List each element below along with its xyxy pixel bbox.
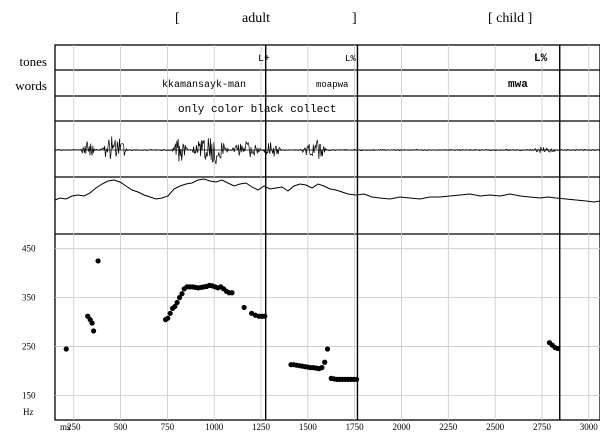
intensity-contour xyxy=(54,178,600,203)
word-label-moapwa: moapwa xyxy=(316,80,349,90)
x-tick-label: 750 xyxy=(161,422,175,432)
pitch-point xyxy=(89,320,95,326)
pitch-point xyxy=(176,295,183,301)
child-label: [ child ] xyxy=(488,11,532,26)
x-tick-label: 2250 xyxy=(439,422,458,432)
pitch-point xyxy=(63,346,69,352)
pitch-point xyxy=(322,359,328,365)
y-axis-unit: Hz xyxy=(23,407,34,417)
y-tick-label: 150 xyxy=(22,391,36,401)
x-tick-label: 2000 xyxy=(392,422,411,432)
y-tick-labels: 450 350 250 150 xyxy=(22,244,36,401)
x-tick-label: 2750 xyxy=(533,422,552,432)
tone-label-lplus: L+ xyxy=(258,54,270,65)
pitch-point xyxy=(179,291,185,297)
tone-label-lpercent-child: L% xyxy=(534,53,548,65)
gloss-line: only color black collect xyxy=(178,104,336,116)
pitch-point xyxy=(167,310,173,316)
pitch-point xyxy=(174,299,180,306)
pitch-point xyxy=(324,346,331,352)
x-tick-label: 500 xyxy=(114,422,128,432)
vertical-grid xyxy=(73,45,590,420)
cursor-lines xyxy=(264,45,561,420)
y-tick-label: 350 xyxy=(22,293,36,303)
pitch-point xyxy=(229,290,235,296)
adult-bracket-open: [ xyxy=(175,11,180,26)
pitch-point xyxy=(90,328,97,334)
horizontal-grid xyxy=(55,248,600,396)
word-label-mwa: mwa xyxy=(508,79,528,91)
y-tick-label: 250 xyxy=(22,342,36,352)
pitch-point xyxy=(95,258,101,264)
pitch-point xyxy=(241,304,247,311)
x-tick-label: 1750 xyxy=(346,422,365,432)
panel-frame xyxy=(54,44,600,421)
pitch-points xyxy=(63,258,561,382)
x-tick-label: 250 xyxy=(67,422,81,432)
x-tick-label: 3000 xyxy=(580,422,599,432)
adult-label: adult xyxy=(242,11,270,26)
pitch-point xyxy=(262,313,268,319)
x-tick-label: 1000 xyxy=(205,422,224,432)
x-axis-unit: ms xyxy=(60,422,71,432)
pitch-point xyxy=(319,365,325,371)
word-label-kkamansayk-man: kkamansayk-man xyxy=(162,79,246,91)
x-tick-label: 1250 xyxy=(252,422,271,432)
x-tick-label: 1500 xyxy=(299,422,318,432)
x-tick-labels: 250 500 750 1000 1250 1500 1750 2000 2250 2500 275… xyxy=(67,422,598,432)
x-tick-label: 2500 xyxy=(486,422,505,432)
waveform xyxy=(54,136,600,165)
pitch-point xyxy=(172,303,178,310)
pitch-point xyxy=(353,376,360,382)
pitch-point xyxy=(555,345,561,352)
y-tick-label: 450 xyxy=(22,244,36,254)
pitch-point xyxy=(165,315,171,321)
adult-bracket-close: ] xyxy=(352,11,357,26)
words-tier-label: words xyxy=(15,78,47,93)
tone-label-lpercent-adult: L% xyxy=(345,54,356,64)
tones-tier-label: tones xyxy=(20,54,47,69)
